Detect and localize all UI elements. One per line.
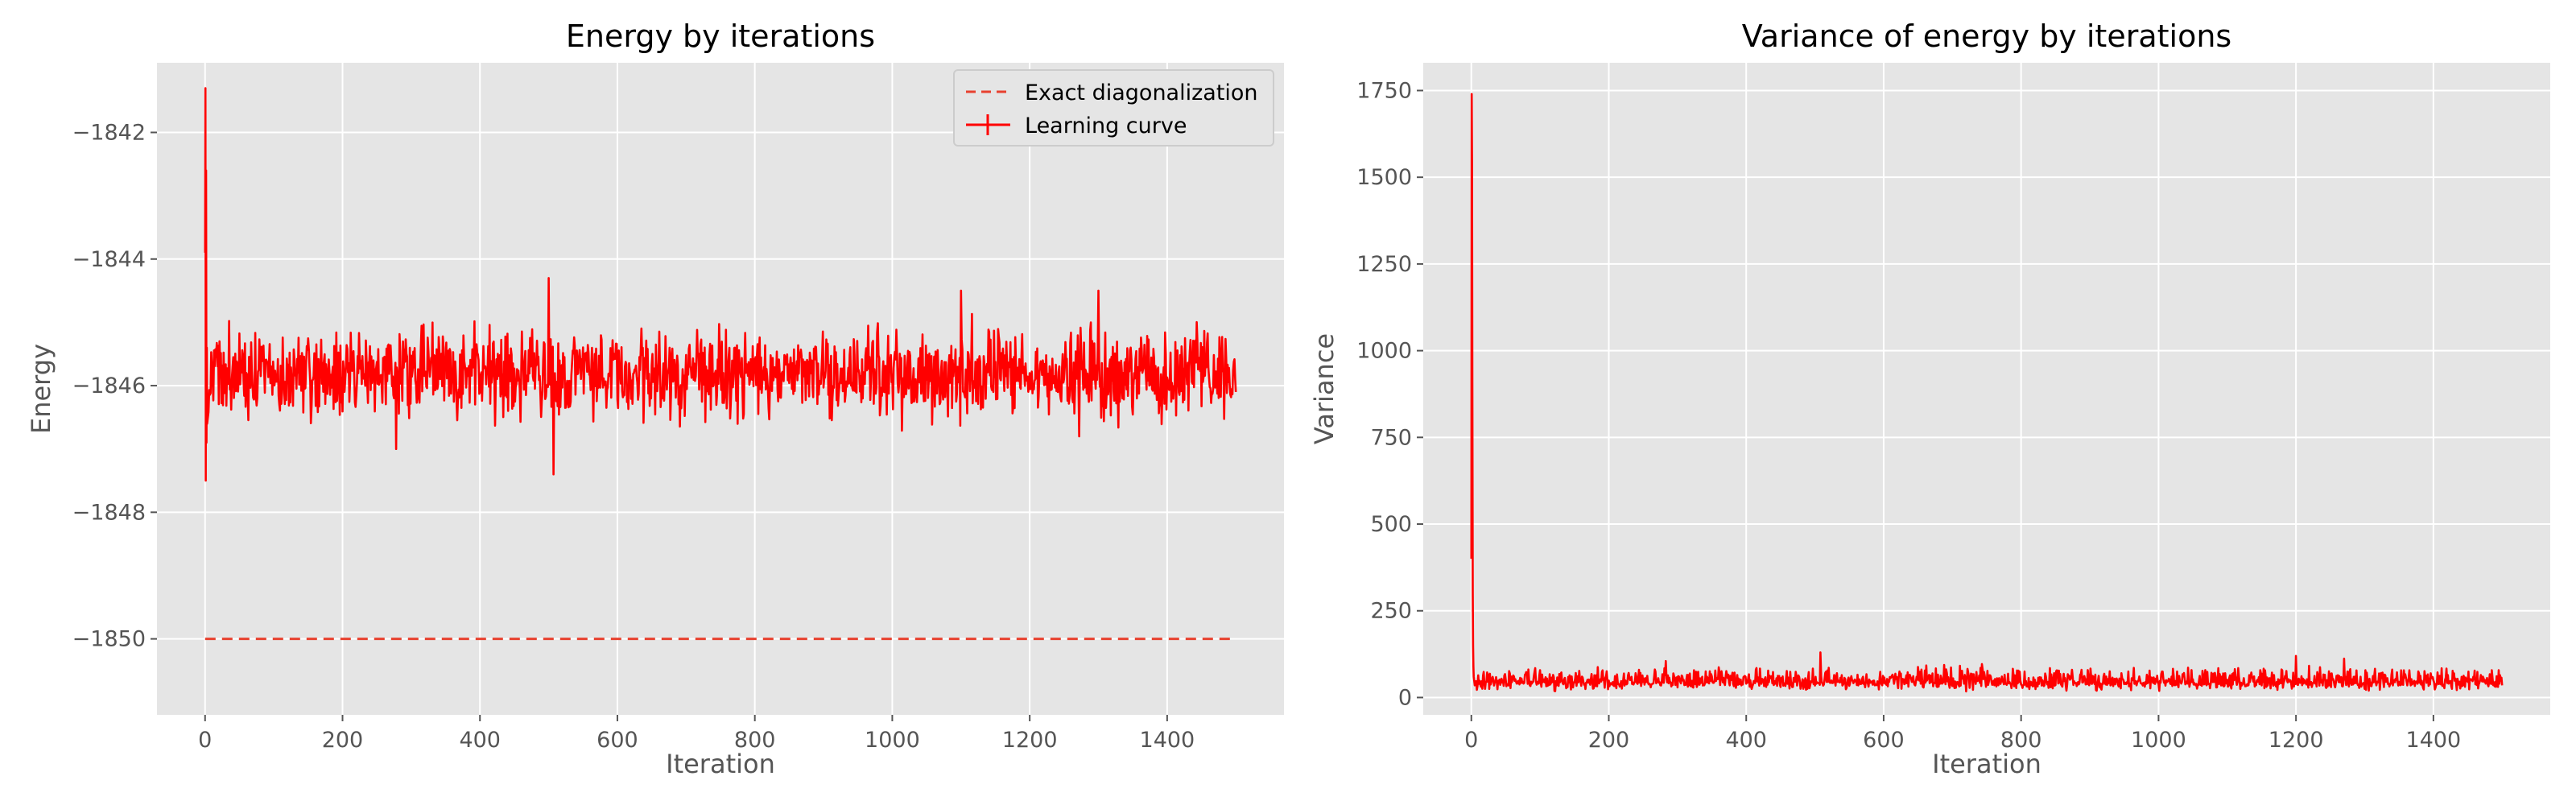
y-tick-label: 1750 xyxy=(1356,78,1412,103)
energy-x-axis-label: Iteration xyxy=(666,749,775,779)
y-tick-label: 1000 xyxy=(1356,339,1412,364)
energy-y-axis-label: Energy xyxy=(26,344,56,434)
x-tick-label: 1000 xyxy=(2131,728,2186,753)
y-tick-label: 1500 xyxy=(1356,165,1412,190)
y-tick-label: −1848 xyxy=(72,500,146,525)
series-line-learning xyxy=(204,87,1237,482)
y-tick-label: 0 xyxy=(1398,685,1412,710)
x-tick-label: 1400 xyxy=(1140,728,1195,753)
variance-chart: 0 200 400 600 800 1000 1200 1400 0 250 500 750 1000… xyxy=(1309,19,2550,779)
variance-plot-area xyxy=(1423,63,2550,715)
y-tick-label: 500 xyxy=(1370,512,1412,537)
energy-series xyxy=(204,87,1237,641)
x-tick-label: 200 xyxy=(1588,728,1630,753)
x-tick-label: 800 xyxy=(2000,728,2042,753)
energy-legend: Exact diagonalization Learning curve xyxy=(953,69,1274,147)
y-tick-label: −1850 xyxy=(72,627,146,652)
x-tick-label: 1200 xyxy=(2268,728,2324,753)
variance-x-axis-label: Iteration xyxy=(1932,749,2041,779)
x-tick-label: 1200 xyxy=(1002,728,1058,753)
variance-y-ticks: 0 250 500 750 1000 1250 1500 1750 xyxy=(1356,78,1423,710)
x-tick-label: 400 xyxy=(459,728,501,753)
legend-label-exact: Exact diagonalization xyxy=(1025,80,1258,105)
x-tick-label: 1400 xyxy=(2406,728,2462,753)
variance-x-ticks: 0 200 400 600 800 1000 1200 1400 xyxy=(1464,715,2461,753)
x-tick-label: 0 xyxy=(198,728,212,753)
y-tick-label: 750 xyxy=(1370,425,1412,450)
x-tick-label: 400 xyxy=(1725,728,1767,753)
x-tick-label: 200 xyxy=(322,728,364,753)
series-line-variance xyxy=(1470,93,2504,693)
energy-chart: 0 200 400 600 800 1000 1200 1400 −1850 −1848 −184… xyxy=(26,19,1284,779)
y-tick-label: −1844 xyxy=(72,247,146,272)
variance-gridlines xyxy=(1423,63,2550,715)
energy-y-ticks: −1850 −1848 −1846 −1844 −1842 xyxy=(72,121,157,652)
y-tick-label: −1846 xyxy=(72,374,146,398)
legend-box xyxy=(953,69,1274,147)
y-tick-label: 250 xyxy=(1370,599,1412,624)
x-tick-label: 600 xyxy=(597,728,638,753)
energy-x-ticks: 0 200 400 600 800 1000 1200 1400 xyxy=(198,715,1195,753)
variance-series xyxy=(1470,93,2504,693)
legend-label-learning: Learning curve xyxy=(1025,114,1187,138)
y-tick-label: 1250 xyxy=(1356,252,1412,277)
x-tick-label: 800 xyxy=(734,728,776,753)
energy-chart-title: Energy by iterations xyxy=(566,19,875,54)
variance-y-axis-label: Variance xyxy=(1309,333,1340,444)
x-tick-label: 0 xyxy=(1464,728,1478,753)
x-tick-label: 1000 xyxy=(865,728,920,753)
variance-chart-title: Variance of energy by iterations xyxy=(1742,19,2231,54)
y-tick-label: −1842 xyxy=(72,121,146,146)
x-tick-label: 600 xyxy=(1863,728,1905,753)
